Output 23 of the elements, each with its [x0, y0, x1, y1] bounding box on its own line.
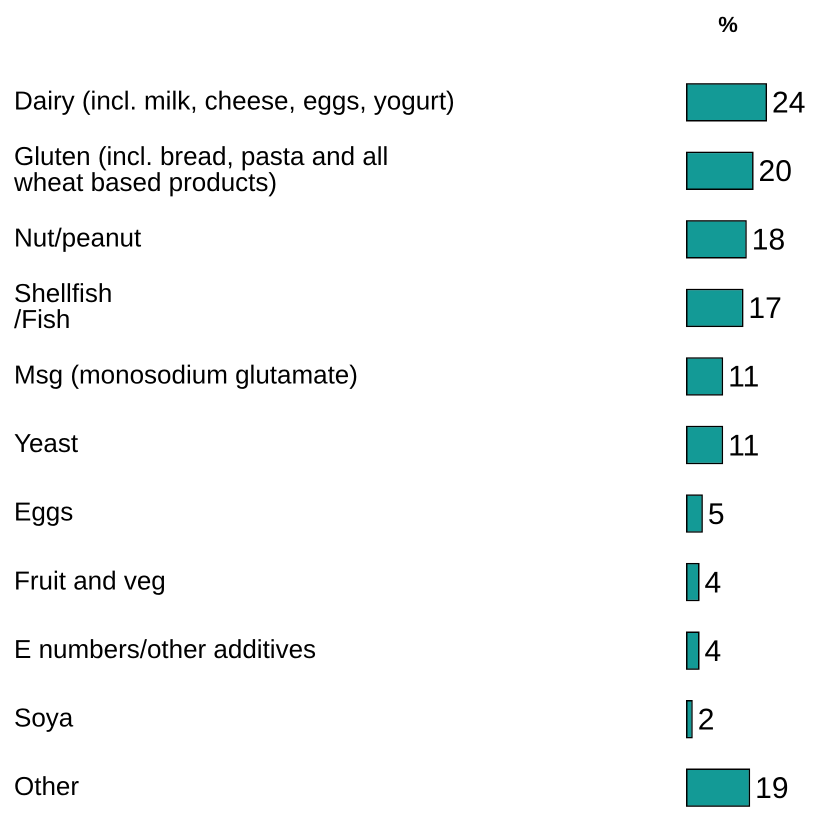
- data-label: 11: [728, 429, 760, 462]
- data-label: 18: [752, 224, 786, 257]
- data-label: 11: [728, 360, 760, 394]
- y-tick-label: Fruit and veg: [14, 565, 166, 596]
- data-label: 19: [755, 772, 789, 805]
- y-tick-label: Dairy (incl. milk, cheese, eggs, yogurt): [14, 85, 455, 116]
- y-tick-label: Other: [14, 770, 80, 801]
- data-label: 5: [708, 498, 725, 531]
- x-axis-title: %: [718, 12, 738, 38]
- y-tick-label: E numbers/other additives: [14, 634, 316, 664]
- y-tick-label: Nut/peanut: [14, 222, 142, 253]
- y-tick-label: Shellfish /Fish: [14, 278, 112, 334]
- data-label: 2: [698, 703, 714, 736]
- data-label: 4: [704, 634, 722, 668]
- y-tick-label: Soya: [14, 702, 74, 732]
- data-label: 4: [704, 566, 722, 600]
- y-tick-label: Yeast: [14, 428, 79, 458]
- y-tick-label: Msg (monosodium glutamate): [14, 360, 358, 390]
- y-tick-label: Eggs: [14, 496, 74, 527]
- y-tick-label: Gluten (incl. bread, pasta and all wheat based products): [13, 140, 388, 197]
- data-label: 20: [758, 155, 792, 188]
- data-label: 24: [772, 86, 806, 120]
- data-label: 17: [748, 292, 782, 326]
